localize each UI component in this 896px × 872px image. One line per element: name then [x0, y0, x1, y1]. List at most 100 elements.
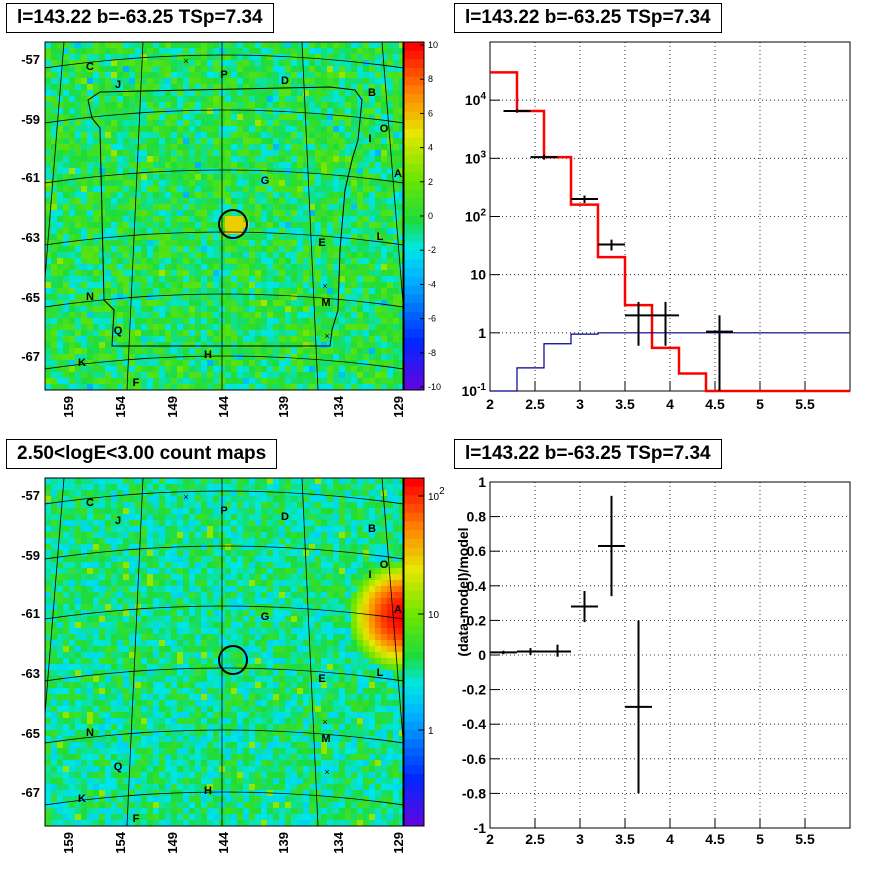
- source-marker-x: ×: [183, 492, 188, 502]
- y-tick-label: -61: [21, 606, 40, 621]
- y-tick-label: -67: [21, 349, 40, 364]
- x-tick-label: 149: [165, 396, 180, 418]
- source-label-k: K: [78, 793, 86, 805]
- latitude-line: [45, 231, 403, 246]
- y-tick-label: 1: [478, 325, 486, 341]
- x-tick-label: 139: [276, 832, 291, 854]
- source-label-p: P: [220, 69, 227, 81]
- source-label-h: H: [204, 349, 212, 361]
- residual-map-svg: 10 8 6 4 2 0 -2 -4 -6 -8 -10 C J P D B OI A G E L N M Q K H F × × × -5…: [21, 40, 441, 418]
- latitude-line: [45, 54, 403, 69]
- longitude-line: [301, 478, 319, 826]
- y-tick-label: 0: [478, 647, 486, 663]
- source-label-o: O: [380, 559, 389, 571]
- source-marker-x: ×: [183, 56, 188, 66]
- x-tick-label: 134: [331, 831, 346, 853]
- y-tick-label: 0.8: [467, 509, 487, 525]
- colorbar: 102 10 1: [403, 477, 445, 827]
- source-marker-x: ×: [322, 281, 327, 291]
- y-tick-label: -1: [474, 820, 487, 836]
- data-point: [517, 648, 544, 655]
- data-point: [625, 620, 652, 794]
- y-tick-label: -65: [21, 726, 40, 741]
- target-circle: [218, 209, 248, 239]
- panel-title: l=143.22 b=-63.25 TSp=7.34: [6, 3, 274, 33]
- y-tick-label: -63: [21, 230, 40, 245]
- x-tick-label: 2: [486, 831, 494, 847]
- data-point: [706, 315, 733, 391]
- spectrum-svg: 2 2.5 3 3.5 4 4.5 5 5.5 10-1 1 10 102 103 104: [462, 41, 851, 412]
- latitude-line: [45, 490, 403, 505]
- y-tick-label: -59: [21, 112, 40, 127]
- y-tick-label: -65: [21, 290, 40, 305]
- source-label-b: B: [368, 523, 376, 535]
- longitude-line: [45, 42, 65, 284]
- source-label-n: N: [86, 727, 94, 739]
- y-tick-label: -61: [21, 170, 40, 185]
- roi-contour: [87, 86, 363, 347]
- x-tick-label: 144: [216, 831, 231, 853]
- x-tick-label: 134: [331, 395, 346, 417]
- y-axis-label: (data-model)/model: [455, 527, 471, 656]
- y-tick-label: 0.2: [467, 612, 487, 628]
- x-tick-label: 129: [391, 396, 406, 418]
- x-tick-label: 4.5: [705, 831, 725, 847]
- source-label-n: N: [86, 291, 94, 303]
- target-circle: [218, 645, 248, 675]
- colorbar: 10 8 6 4 2 0 -2 -4 -6 -8 -10: [403, 40, 441, 392]
- colorbar-tick-label: 8: [428, 74, 433, 84]
- source-label-k: K: [78, 357, 86, 369]
- y-tick-label: -67: [21, 785, 40, 800]
- x-tick-label: 144: [216, 395, 231, 417]
- latitude-line: [45, 545, 403, 560]
- y-tick-label: 10: [470, 267, 486, 283]
- x-tick-label: 149: [165, 832, 180, 854]
- y-tick-label: 102: [465, 208, 487, 225]
- ratio-panel: l=143.22 b=-63.25 TSp=7.34 2 2.5 3 3.5 4 4.5 5…: [448, 436, 896, 872]
- colorbar-tick-label: -8: [428, 348, 436, 358]
- map-panel-residual: l=143.22 b=-63.25 TSp=7.34 10 8 6 4 2 0 -2 -4 -6…: [0, 0, 448, 436]
- colorbar-tick-label: -10: [428, 382, 441, 392]
- latitude-line: [45, 791, 403, 806]
- source-label-l: L: [377, 667, 384, 679]
- y-tick-label: 1: [478, 474, 486, 490]
- x-tick-label: 4: [666, 831, 674, 847]
- source-label-j: J: [115, 79, 121, 91]
- x-tick-label: 159: [61, 832, 76, 854]
- y-tick-label: 10-1: [462, 382, 487, 399]
- colorbar-tick-label: 10: [428, 610, 440, 621]
- y-tick-label: -0.6: [462, 751, 486, 767]
- source-label-g: G: [261, 611, 270, 623]
- source-labels: C J P D B OI A G E L N M Q K H F: [78, 61, 402, 389]
- source-label-q: Q: [114, 761, 123, 773]
- x-tick-label: 3: [576, 396, 584, 412]
- source-marker-x: ×: [322, 717, 327, 727]
- ratio-svg: 2 2.5 3 3.5 4 4.5 5 5.5 1 0.8 0.6 0.4 0.2 0 -0.2 -0.4 -0…: [455, 474, 851, 847]
- source-label-p: P: [220, 505, 227, 517]
- x-tick-label: 4: [666, 396, 674, 412]
- colorbar-tick-label: 1: [428, 726, 434, 737]
- x-tick-label: 154: [113, 395, 128, 417]
- colorbar-tick-label: 4: [428, 143, 433, 153]
- panel-title: l=143.22 b=-63.25 TSp=7.34: [454, 439, 722, 469]
- data-point: [598, 495, 625, 597]
- map-pixels: [45, 478, 405, 826]
- x-tick-label: 3.5: [615, 396, 635, 412]
- data-point: [490, 650, 517, 655]
- source-label-g: G: [261, 175, 270, 187]
- latitude-line: [45, 293, 403, 308]
- y-tick-label: 104: [465, 91, 487, 108]
- y-tick-label: -59: [21, 548, 40, 563]
- x-tick-label: 4.5: [705, 396, 725, 412]
- panel-title: l=143.22 b=-63.25 TSp=7.34: [454, 3, 722, 33]
- model-step-line: [490, 71, 850, 393]
- source-label-d: D: [281, 75, 289, 87]
- x-tick-label: 154: [113, 831, 128, 853]
- x-tick-label: 5: [756, 396, 764, 412]
- colorbar-tick-label: 0: [428, 211, 433, 221]
- longitude-line: [381, 478, 403, 744]
- data-point: [598, 239, 625, 251]
- y-tick-label: -0.8: [462, 785, 486, 801]
- latitude-line: [45, 667, 403, 682]
- colorbar-tick-label: 10: [428, 40, 438, 50]
